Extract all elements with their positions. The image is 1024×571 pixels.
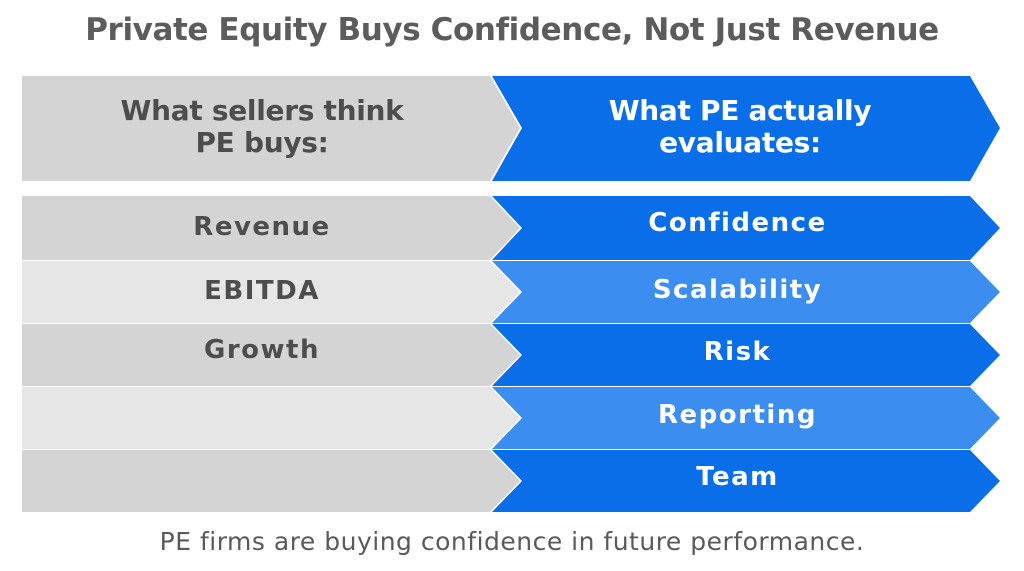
header-right-line1: What PE actually — [608, 94, 872, 127]
seller-item-revenue: Revenue — [193, 212, 331, 242]
row-left-chevron — [22, 261, 520, 323]
header-left-label: What sellers think PE buys: — [22, 94, 502, 160]
header-left-line2: PE buys: — [195, 126, 329, 160]
seller-item-ebitda: EBITDA — [204, 276, 320, 306]
pe-item-scalability: Scalability — [652, 275, 823, 305]
row-left-chevron — [22, 324, 520, 386]
row-right-chevron — [492, 387, 1000, 449]
header-right-line2: evaluates: — [659, 126, 821, 160]
row-left-chevron — [22, 196, 520, 260]
header-right-label: What PE actually evaluates: — [500, 94, 980, 160]
diagram-title: Private Equity Buys Confidence, Not Just… — [85, 12, 939, 48]
row-right-chevron — [492, 196, 1000, 260]
pe-item-team: Team — [696, 462, 779, 492]
row-right-chevron — [492, 450, 1000, 512]
row-right-chevron — [492, 261, 1000, 323]
row-right-chevron — [492, 324, 1000, 386]
header-left-chevron — [22, 76, 520, 181]
pe-item-confidence: Confidence — [648, 208, 827, 238]
pe-item-reporting: Reporting — [658, 400, 817, 430]
footer-caption: PE firms are buying confidence in future… — [159, 527, 865, 556]
row-left-chevron — [22, 450, 520, 512]
seller-item-growth: Growth — [204, 335, 320, 365]
row-left-chevron — [22, 387, 520, 449]
header-left-line1: What sellers think — [120, 94, 404, 127]
header-right-chevron — [492, 76, 1000, 181]
pe-item-risk: Risk — [703, 337, 772, 367]
